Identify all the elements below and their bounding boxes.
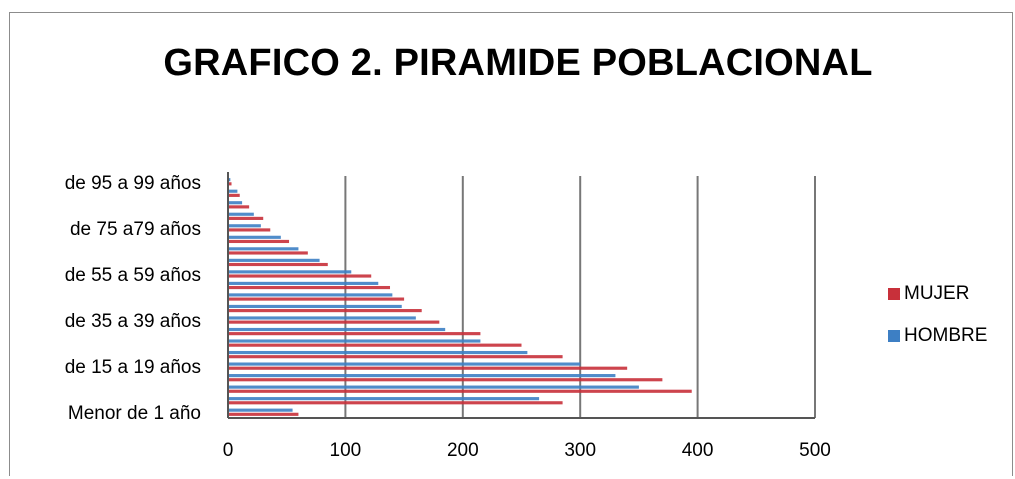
legend-swatch-mujer xyxy=(888,288,900,300)
bar-mujer xyxy=(228,193,240,197)
bar-mujer xyxy=(228,309,422,313)
x-tick-label: 200 xyxy=(447,440,479,461)
bar-mujer xyxy=(228,412,299,416)
bar-hombre xyxy=(228,408,293,412)
bar-hombre xyxy=(228,189,238,193)
bar-mujer xyxy=(228,205,250,209)
bar-hombre xyxy=(228,385,639,389)
bar-mujer xyxy=(228,366,628,370)
y-category-labels: Menor de 1 año de 15 a 19 años de 35 a 39 … xyxy=(65,173,201,424)
bar-mujer xyxy=(228,262,328,267)
bar-hombre xyxy=(228,258,320,262)
y-category-label: Menor de 1 año xyxy=(68,403,201,424)
bar-mujer xyxy=(228,355,563,359)
bar-mujer xyxy=(228,343,522,347)
bar-hombre xyxy=(228,281,379,285)
bar-hombre xyxy=(228,235,281,239)
bar-hombre xyxy=(228,339,481,343)
bar-mujer xyxy=(228,274,372,278)
y-category-label: de 75 a79 años xyxy=(70,219,201,240)
bar-hombre xyxy=(228,293,393,297)
bar-hombre xyxy=(228,270,352,274)
legend-item-hombre: HOMBRE xyxy=(888,324,987,348)
bar-mujer xyxy=(228,401,563,405)
bars xyxy=(228,178,692,416)
y-category-label: de 95 a 99 años xyxy=(65,173,201,194)
y-category-label: de 15 a 19 años xyxy=(65,357,201,378)
axes xyxy=(227,172,815,419)
bar-hombre xyxy=(228,212,254,216)
bar-hombre xyxy=(228,304,402,309)
bar-mujer xyxy=(228,389,692,393)
legend-label-hombre: HOMBRE xyxy=(904,325,988,346)
bar-hombre xyxy=(228,362,581,366)
bar-mujer xyxy=(228,297,405,301)
bar-hombre xyxy=(228,350,528,355)
bar-mujer xyxy=(228,251,308,255)
x-tick-label: 500 xyxy=(799,440,831,461)
bar-hombre xyxy=(228,178,231,182)
bar-mujer xyxy=(228,182,232,186)
x-tick-label: 0 xyxy=(223,440,234,461)
legend-item-mujer: MUJER xyxy=(888,282,987,306)
bar-hombre xyxy=(228,374,616,378)
bar-hombre xyxy=(228,224,261,228)
x-tick-label: 300 xyxy=(564,440,596,461)
bar-hombre xyxy=(228,247,299,251)
legend-label-mujer: MUJER xyxy=(904,283,970,304)
chart-frame xyxy=(9,12,1013,476)
legend: MUJER HOMBRE xyxy=(888,282,987,366)
bar-mujer xyxy=(228,332,481,336)
bar-mujer xyxy=(228,320,440,324)
chart-title: GRAFICO 2. PIRAMIDE POBLACIONAL xyxy=(163,42,873,84)
bar-hombre xyxy=(228,397,540,401)
bar-hombre xyxy=(228,327,446,332)
bar-mujer xyxy=(228,216,264,220)
y-category-label: de 35 a 39 años xyxy=(65,311,201,332)
x-tick-label: 400 xyxy=(682,440,714,461)
bar-hombre xyxy=(228,201,243,205)
x-tick-labels: 0 100 200 300 400 500 xyxy=(223,440,831,461)
legend-swatch-hombre xyxy=(888,330,900,342)
bar-hombre xyxy=(228,316,416,320)
gridlines xyxy=(344,176,816,418)
bar-mujer xyxy=(228,228,271,232)
x-tick-label: 100 xyxy=(330,440,362,461)
bar-mujer xyxy=(228,285,391,290)
bar-mujer xyxy=(228,378,663,382)
bar-mujer xyxy=(228,239,290,244)
y-category-label: de 55 a 59 años xyxy=(65,265,201,286)
